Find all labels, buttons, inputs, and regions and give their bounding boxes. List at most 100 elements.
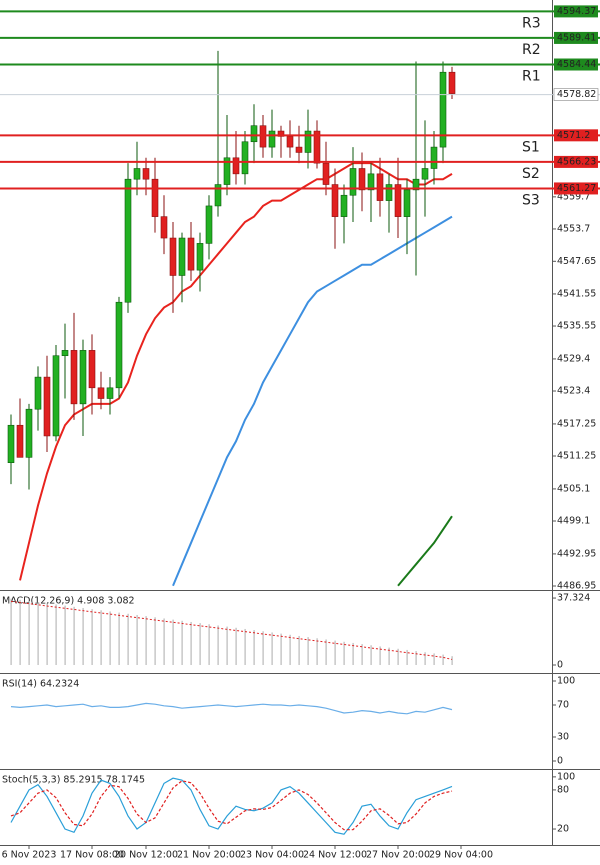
macd-bar (343, 641, 345, 666)
level-label-box (554, 129, 598, 142)
x-tick-label: 24 Nov 12:00 (303, 850, 367, 861)
line (10, 600, 453, 660)
candle-body (250, 125, 258, 143)
candle-body (52, 355, 60, 437)
line (10, 780, 453, 831)
macd-bar (235, 627, 237, 666)
y-tick-label: 70 (557, 700, 569, 711)
macd-bar (181, 620, 183, 666)
candle-body (142, 168, 150, 180)
macd-bar (253, 630, 255, 666)
candle-body (70, 350, 78, 405)
y-tick-label: 4529.4 (557, 353, 590, 364)
y-tick-label: 37.324 (557, 593, 590, 604)
candle-body (187, 237, 195, 271)
candle-body (124, 178, 132, 303)
candle-body (295, 146, 303, 153)
macd-bar (55, 604, 57, 666)
macd-bar (217, 625, 219, 666)
macd-bar (442, 654, 444, 666)
macd-bar (172, 619, 174, 666)
y-tick-label: 4535.55 (557, 321, 596, 332)
level-name: R2 (522, 42, 541, 58)
y-tick-label: 4547.65 (557, 256, 596, 267)
last-price-box (553, 88, 599, 101)
level-name: R3 (522, 15, 541, 31)
level-label-box (554, 31, 598, 44)
macd-bar (397, 648, 399, 666)
y-tick-label: 80 (557, 784, 569, 795)
macd-bar (451, 656, 453, 666)
candle-body (232, 157, 240, 175)
candle-body (205, 205, 213, 244)
macd-bar (100, 610, 102, 666)
macd-bar (325, 639, 327, 666)
y-tick-label: 100 (557, 676, 575, 687)
candle-body (223, 157, 231, 185)
macd-bar (10, 598, 12, 666)
macd-bar (298, 635, 300, 666)
y-tick-label: 20 (557, 824, 569, 835)
candle-body (277, 130, 285, 137)
candle-body (133, 168, 141, 180)
candle-body (151, 178, 159, 217)
macd-bar (46, 603, 48, 666)
macd-bar (82, 607, 84, 666)
candle-body (439, 71, 447, 148)
candle-body (259, 125, 267, 148)
candle-body (313, 130, 321, 164)
macd-bar (406, 649, 408, 666)
candle-body (241, 141, 249, 175)
macd-bar (370, 645, 372, 666)
panel-label: RSI(14) 64.2324 (2, 679, 79, 690)
macd-bar (91, 609, 93, 666)
level-label-box (554, 182, 598, 195)
level-label-box (554, 155, 598, 168)
y-tick-label: 4505.1 (557, 483, 590, 494)
x-tick-label: 17 Nov 08:00 (60, 850, 124, 861)
candle-body (304, 130, 312, 153)
macd-bar (109, 611, 111, 666)
level-label: 4566.23 (557, 156, 596, 167)
level-label-box (554, 5, 598, 18)
candle-body (322, 162, 330, 185)
y-tick-label: 100 (557, 771, 575, 782)
candle-body (394, 184, 402, 217)
macd-bar (244, 628, 246, 666)
candle-body (25, 408, 33, 458)
macd-bar (199, 623, 201, 666)
y-tick-label: 0 (557, 756, 563, 767)
candle-body (160, 216, 168, 239)
macd-bar (19, 599, 21, 666)
y-tick-label: 30 (557, 732, 569, 743)
last-price-label: 4578.82 (557, 89, 596, 100)
candle-body (367, 173, 375, 191)
level-label: 4571.2 (557, 130, 590, 141)
candle-body (79, 350, 87, 405)
y-tick-label: 4492.95 (557, 548, 596, 559)
y-tick-label: 4553.7 (557, 223, 590, 234)
level-name: R1 (522, 69, 541, 85)
line (172, 215, 453, 587)
level-label: 4594.37 (557, 6, 596, 17)
macd-bar (28, 600, 30, 666)
level-label: 4589.41 (557, 32, 596, 43)
candle-body (88, 350, 96, 389)
panel-label: MACD(12,26,9) 4.908 3.082 (2, 596, 135, 607)
candle-body (214, 184, 222, 207)
macd-bar (271, 632, 273, 666)
y-tick-label: 4486.95 (557, 580, 596, 591)
macd-bar (136, 614, 138, 666)
panel-label: Stoch(5,3,3) 85.2915 78.1745 (2, 775, 145, 786)
candle-body (430, 146, 438, 169)
y-tick-label: 0 (557, 660, 563, 671)
x-tick-label: 29 Nov 04:00 (429, 850, 493, 861)
candle-body (61, 350, 69, 357)
x-tick-label: 27 Nov 20:00 (366, 850, 430, 861)
level-label: 4561.27 (557, 183, 596, 194)
macd-bar (262, 631, 264, 666)
macd-bar (316, 638, 318, 666)
macd-bar (190, 621, 192, 666)
x-tick-label: 20 Nov 12:00 (114, 850, 178, 861)
level-label-box (554, 58, 598, 71)
